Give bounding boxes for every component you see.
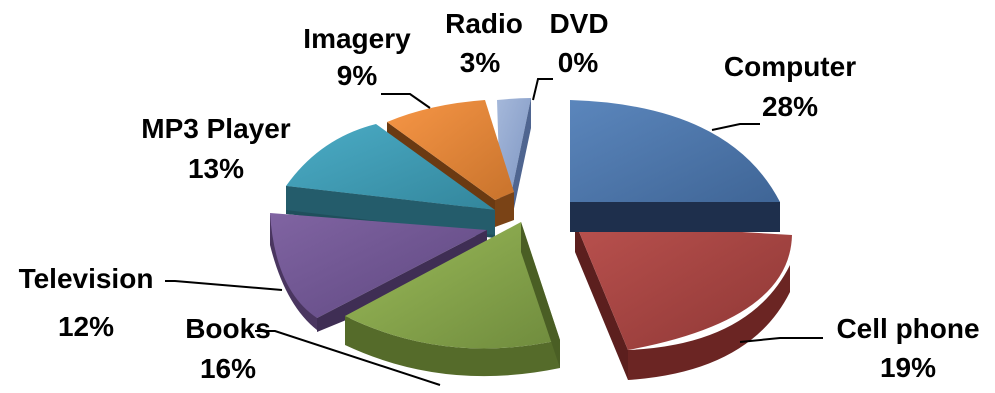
label-computer-value: 28% <box>762 91 818 122</box>
pie-slice-cell-phone <box>575 222 792 380</box>
label-imagery: Imagery 9% <box>303 23 411 91</box>
label-radio-value: 3% <box>460 47 501 78</box>
pie-slice-mp3-player <box>286 124 495 238</box>
label-dvd-value: 0% <box>558 47 599 78</box>
label-computer-name: Computer <box>724 51 856 82</box>
label-cell-phone-name: Cell phone <box>836 313 979 344</box>
label-mp3-player-name: MP3 Player <box>141 113 291 144</box>
label-dvd: DVD 0% <box>549 8 608 78</box>
label-television-name: Television <box>19 263 154 294</box>
label-television-value: 12% <box>58 311 114 342</box>
label-cell-phone: Cell phone 19% <box>836 313 979 383</box>
leader-line-books <box>255 330 441 386</box>
pie-slice-books <box>345 222 560 377</box>
label-imagery-name: Imagery <box>303 23 411 54</box>
leader-line-dvd <box>532 78 553 101</box>
leader-line-cell-phone <box>739 337 823 343</box>
label-television: Television 12% <box>19 263 154 342</box>
label-radio-name: Radio <box>445 8 523 39</box>
label-mp3-player: MP3 Player 13% <box>141 113 291 184</box>
leader-line-television <box>165 280 283 291</box>
label-books: Books 16% <box>185 313 271 384</box>
pie-slice-television <box>270 213 487 332</box>
label-cell-phone-value: 19% <box>880 352 936 383</box>
label-mp3-player-value: 13% <box>188 153 244 184</box>
label-radio: Radio 3% <box>445 8 523 78</box>
label-books-value: 16% <box>200 353 256 384</box>
label-books-name: Books <box>185 313 271 344</box>
label-dvd-name: DVD <box>549 8 608 39</box>
label-imagery-value: 9% <box>337 60 378 91</box>
leader-line-imagery <box>381 93 431 109</box>
leader-line-computer <box>711 123 760 131</box>
pie-slice-computer <box>570 100 780 232</box>
label-computer: Computer 28% <box>724 51 856 122</box>
